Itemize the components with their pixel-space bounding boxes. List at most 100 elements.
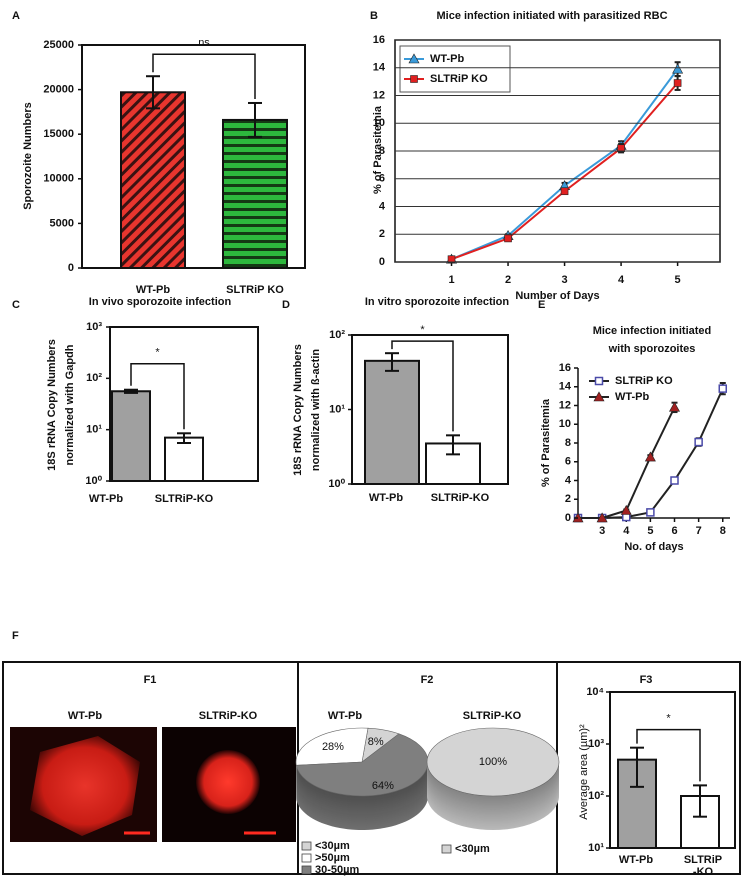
legend-label: SLTRiP KO <box>615 375 673 387</box>
y-axis-label: normalized with Gapdh <box>64 344 76 465</box>
y-tick-label: 10¹ <box>329 403 345 415</box>
bar <box>222 118 288 270</box>
legend-marker <box>593 391 605 402</box>
y-tick-label: 10² <box>329 329 345 341</box>
y-tick-label: 10⁰ <box>85 475 102 487</box>
marker <box>560 187 569 196</box>
legend-marker <box>410 75 418 83</box>
pie-slice <box>295 727 369 766</box>
significance-label: * <box>155 347 160 359</box>
y-axis-label: normalized with ß-actin <box>310 349 322 472</box>
marker <box>617 144 625 153</box>
significance-bracket <box>636 728 701 782</box>
series-line <box>451 82 679 261</box>
error-bar <box>630 746 644 788</box>
significance-label: * <box>666 713 671 725</box>
legend-marker <box>408 53 420 64</box>
significance-bracket <box>152 53 256 99</box>
y-axis-label: % of Parasitemia <box>372 105 384 194</box>
y-tick-label: 2 <box>379 228 385 240</box>
pie-value-label: 28% <box>322 741 344 753</box>
marker <box>620 504 632 515</box>
y-tick-label: 10² <box>588 790 604 802</box>
y-tick-label: 0 <box>379 256 385 268</box>
image-label: WT-Pb <box>68 710 102 722</box>
x-tick-label: 2 <box>505 274 511 286</box>
y-tick-label: 6 <box>565 456 571 468</box>
y-tick-label: 25000 <box>43 39 74 51</box>
y-tick-label: 2 <box>565 493 571 505</box>
series-line <box>451 68 679 261</box>
y-tick-label: 4 <box>379 200 386 212</box>
bar <box>680 795 720 849</box>
y-tick-label: 10⁴ <box>586 686 604 698</box>
y-tick-label: 16 <box>559 362 571 374</box>
chart-title: F2 <box>421 674 434 686</box>
error-bar <box>124 388 138 394</box>
significance-label: * <box>420 324 425 336</box>
x-tick-label: WT-Pb <box>136 284 170 296</box>
y-tick-label: 10³ <box>588 738 604 750</box>
marker <box>673 79 682 87</box>
y-axis-label: Sporozoite Numbers <box>22 102 34 210</box>
x-tick-label: 4 <box>618 274 625 286</box>
y-tick-label: 16 <box>373 34 385 46</box>
panel-letter: C <box>12 299 20 311</box>
legend-swatch <box>441 844 452 854</box>
y-tick-label: 10 <box>373 117 385 129</box>
legend-label: <30µm <box>455 843 490 855</box>
error-bar <box>385 352 399 372</box>
image-label: SLTRiP-KO <box>199 710 258 722</box>
x-tick-label: SLTRiP-KO <box>155 493 214 505</box>
marker <box>670 476 679 485</box>
x-tick-label: 5 <box>675 274 681 286</box>
y-tick-label: 12 <box>559 399 571 411</box>
parasite <box>30 736 140 836</box>
legend-label: SLTRiP KO <box>430 73 488 85</box>
panel-letter: E <box>538 299 545 311</box>
pie-name: WT-Pb <box>328 710 362 722</box>
error-bar <box>177 432 191 444</box>
significance-label: ns <box>198 37 210 49</box>
marker <box>596 512 608 523</box>
pie-name: SLTRiP-KO <box>463 710 522 722</box>
chart-title: In vivo sporozoite infection <box>89 296 232 308</box>
legend-label: WT-Pb <box>615 391 649 403</box>
y-tick-label: 5000 <box>50 217 74 229</box>
y-tick-label: 10 <box>559 418 571 430</box>
y-tick-label: 0 <box>565 512 571 524</box>
x-tick-label: WT-Pb <box>369 492 403 504</box>
panel-letter: F <box>12 630 19 642</box>
marker <box>672 63 684 74</box>
x-tick-label: 4 <box>623 525 630 537</box>
parasite <box>196 750 260 814</box>
y-tick-label: 14 <box>373 62 386 74</box>
y-tick-label: 10000 <box>43 173 74 185</box>
legend-swatch <box>301 853 312 863</box>
significance-bracket <box>130 362 185 430</box>
x-tick-label: 3 <box>599 525 605 537</box>
x-tick-label: 3 <box>562 274 568 286</box>
y-tick-label: 4 <box>565 474 572 486</box>
legend-label: WT-Pb <box>430 53 464 65</box>
x-tick-label: WT-Pb <box>619 854 653 866</box>
y-tick-label: 8 <box>565 437 571 449</box>
y-tick-label: 10¹ <box>588 842 604 854</box>
chart-title: Mice infection initiated with parasitize… <box>436 10 667 22</box>
x-tick-label: SLTRiP-KO <box>684 854 722 877</box>
x-tick-label: 8 <box>720 525 726 537</box>
legend-swatch <box>301 841 312 851</box>
legend-label: 30-50µm <box>315 864 359 876</box>
y-tick-label: 12 <box>373 89 385 101</box>
marker <box>668 401 681 412</box>
pie-value-label: 8% <box>368 736 384 748</box>
chart-title: F1 <box>144 674 157 686</box>
x-tick-label: 6 <box>671 525 677 537</box>
y-axis-label: % of Parasitemia <box>540 398 552 487</box>
x-tick-label: 1 <box>448 274 454 286</box>
y-tick-label: 20000 <box>43 84 74 96</box>
x-tick-label: WT-Pb <box>89 493 123 505</box>
marker <box>718 384 728 393</box>
y-tick-label: 8 <box>379 145 385 157</box>
y-axis-label: 18S rRNA Copy Numbers <box>292 344 304 476</box>
